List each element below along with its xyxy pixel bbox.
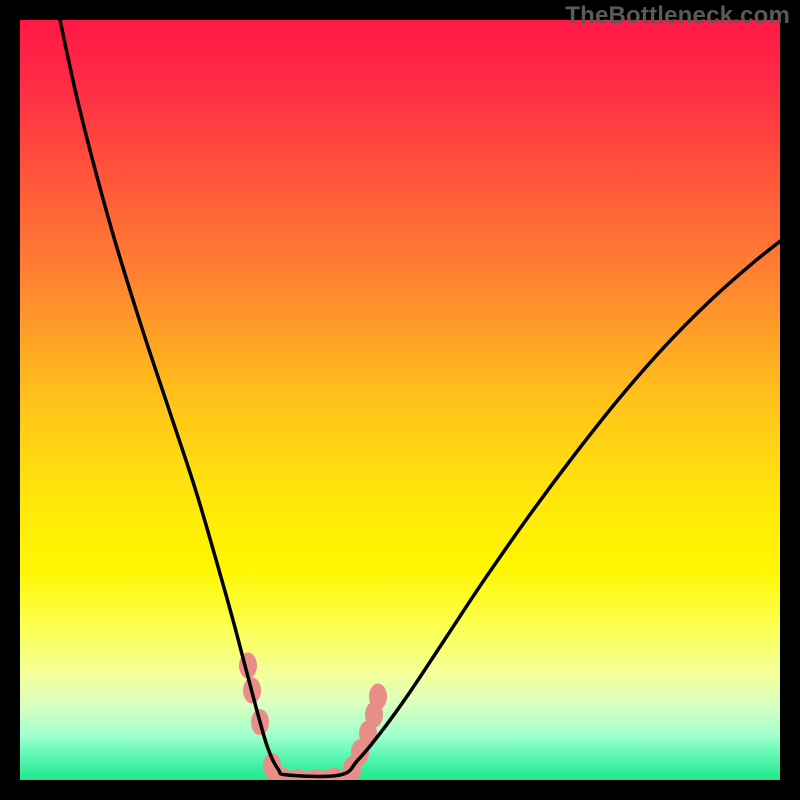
curve-layer	[20, 20, 780, 780]
plot-area	[20, 20, 780, 780]
marker-blob	[369, 683, 387, 709]
watermark-text: TheBottleneck.com	[565, 2, 790, 30]
outer-frame: TheBottleneck.com	[0, 0, 800, 800]
bottleneck-curve	[60, 20, 780, 776]
marker-group	[239, 653, 387, 780]
